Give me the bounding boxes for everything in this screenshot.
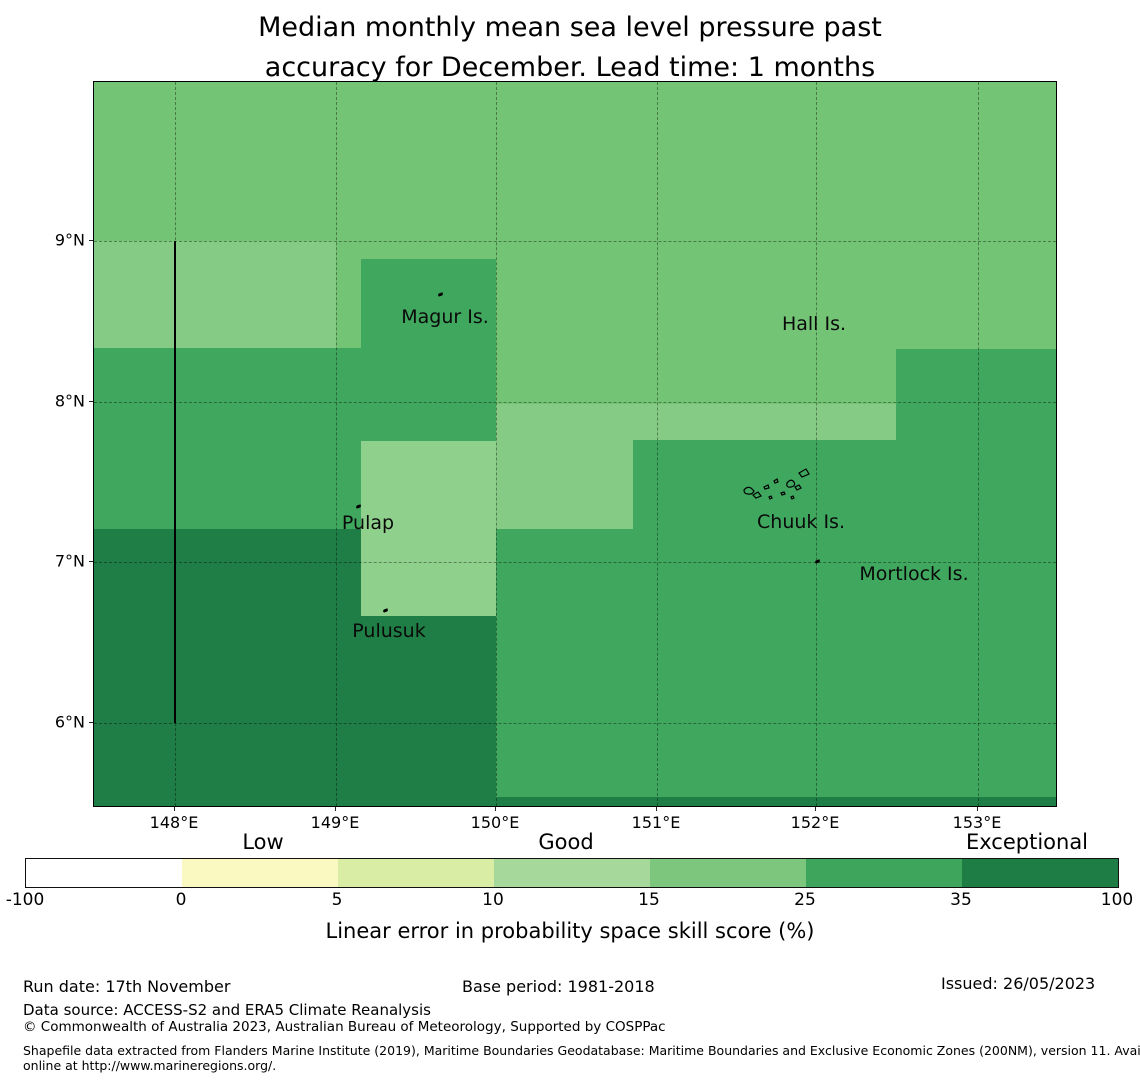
map-area: Magur Is. Hall Is. Pulap Chuuk Is. Mortl… bbox=[93, 81, 1057, 807]
xtickmark bbox=[174, 807, 175, 811]
label-hall: Hall Is. bbox=[781, 313, 847, 335]
colorbar-segment-1 bbox=[182, 859, 338, 887]
gridline-149e bbox=[336, 82, 337, 806]
cbtick-25: 25 bbox=[794, 890, 816, 910]
colorbar-segment-0 bbox=[26, 859, 182, 887]
chuuk-islands-icon bbox=[739, 467, 819, 519]
xtick-151e: 151°E bbox=[631, 813, 681, 832]
ytick-6n: 6°N bbox=[54, 712, 85, 732]
region-south-pulusuk bbox=[361, 616, 496, 806]
legend-good: Good bbox=[538, 830, 594, 854]
label-magur: Magur Is. bbox=[401, 306, 489, 328]
xtickmark bbox=[815, 807, 816, 811]
region-magur-block bbox=[361, 259, 496, 441]
ytickmark bbox=[89, 722, 93, 723]
cbtick-neg100: -100 bbox=[5, 890, 45, 910]
label-chuuk: Chuuk Is. bbox=[757, 511, 845, 533]
region-central-column-lower bbox=[496, 529, 633, 797]
shapefile-note-line2: online at http://www.marineregions.org/. bbox=[23, 1058, 277, 1073]
gridline-7n bbox=[94, 562, 1056, 563]
ytick-9n: 9°N bbox=[54, 230, 85, 250]
region-central bbox=[633, 440, 896, 797]
xtick-149e: 149°E bbox=[310, 813, 360, 832]
region-east bbox=[896, 349, 1056, 797]
label-pulusuk: Pulusuk bbox=[352, 620, 426, 642]
title-line-1: Median monthly mean sea level pressure p… bbox=[258, 12, 882, 43]
xtickmark bbox=[656, 807, 657, 811]
region-southwest bbox=[94, 529, 361, 806]
colorbar-segment-4 bbox=[650, 859, 806, 887]
colorbar-segment-3 bbox=[494, 859, 650, 887]
ytickmark bbox=[89, 240, 93, 241]
gridline-151e bbox=[657, 82, 658, 806]
ytickmark bbox=[89, 561, 93, 562]
gridline-152e bbox=[816, 82, 817, 806]
xtickmark bbox=[495, 807, 496, 811]
figure-title: Median monthly mean sea level pressure p… bbox=[0, 8, 1140, 88]
run-date: Run date: 17th November bbox=[23, 977, 231, 996]
cbtick-100: 100 bbox=[1100, 890, 1134, 910]
xtick-148e: 148°E bbox=[149, 813, 199, 832]
base-period: Base period: 1981-2018 bbox=[462, 977, 655, 996]
gridline-9n bbox=[94, 241, 1056, 242]
region-pulap-patch bbox=[361, 441, 496, 616]
xtickmark bbox=[977, 807, 978, 811]
colorbar-segment-5 bbox=[806, 859, 962, 887]
region-central-column-upper bbox=[496, 404, 633, 529]
colorbar-segment-2 bbox=[338, 859, 494, 887]
xtickmark bbox=[335, 807, 336, 811]
ytickmark bbox=[89, 401, 93, 402]
region-west-central bbox=[94, 348, 361, 529]
title-line-2: accuracy for December. Lead time: 1 mont… bbox=[264, 52, 876, 83]
region-west-9n-band bbox=[94, 241, 336, 348]
region-south-strip bbox=[496, 797, 1056, 806]
ytick-8n: 8°N bbox=[54, 391, 85, 411]
xtick-152e: 152°E bbox=[790, 813, 840, 832]
ytick-7n: 7°N bbox=[54, 551, 85, 571]
legend-low: Low bbox=[242, 830, 284, 854]
colorbar-axis-label: Linear error in probability space skill … bbox=[325, 919, 815, 943]
colorbar bbox=[25, 858, 1119, 888]
label-mortlock: Mortlock Is. bbox=[859, 563, 969, 585]
cbtick-5: 5 bbox=[331, 890, 343, 910]
region-central-band bbox=[633, 404, 896, 440]
issued-date: Issued: 26/05/2023 bbox=[941, 974, 1096, 993]
gridline-6n bbox=[94, 723, 1056, 724]
shapefile-note-line1: Shapefile data extracted from Flanders M… bbox=[23, 1043, 1140, 1058]
xtick-150e: 150°E bbox=[470, 813, 520, 832]
label-pulap: Pulap bbox=[341, 512, 395, 534]
colorbar-segment-6 bbox=[962, 859, 1118, 887]
cbtick-0: 0 bbox=[175, 890, 187, 910]
data-source: Data source: ACCESS-S2 and ERA5 Climate … bbox=[23, 1001, 431, 1019]
cbtick-35: 35 bbox=[950, 890, 972, 910]
cbtick-15: 15 bbox=[638, 890, 660, 910]
legend-exceptional: Exceptional bbox=[965, 830, 1089, 854]
boundary-line-148e bbox=[174, 241, 176, 723]
cbtick-10: 10 bbox=[482, 890, 504, 910]
xtick-153e: 153°E bbox=[952, 813, 1002, 832]
gridline-8n bbox=[94, 402, 1056, 403]
gridline-153e bbox=[978, 82, 979, 806]
copyright: © Commonwealth of Australia 2023, Austra… bbox=[23, 1019, 666, 1035]
gridline-150e bbox=[496, 82, 497, 806]
